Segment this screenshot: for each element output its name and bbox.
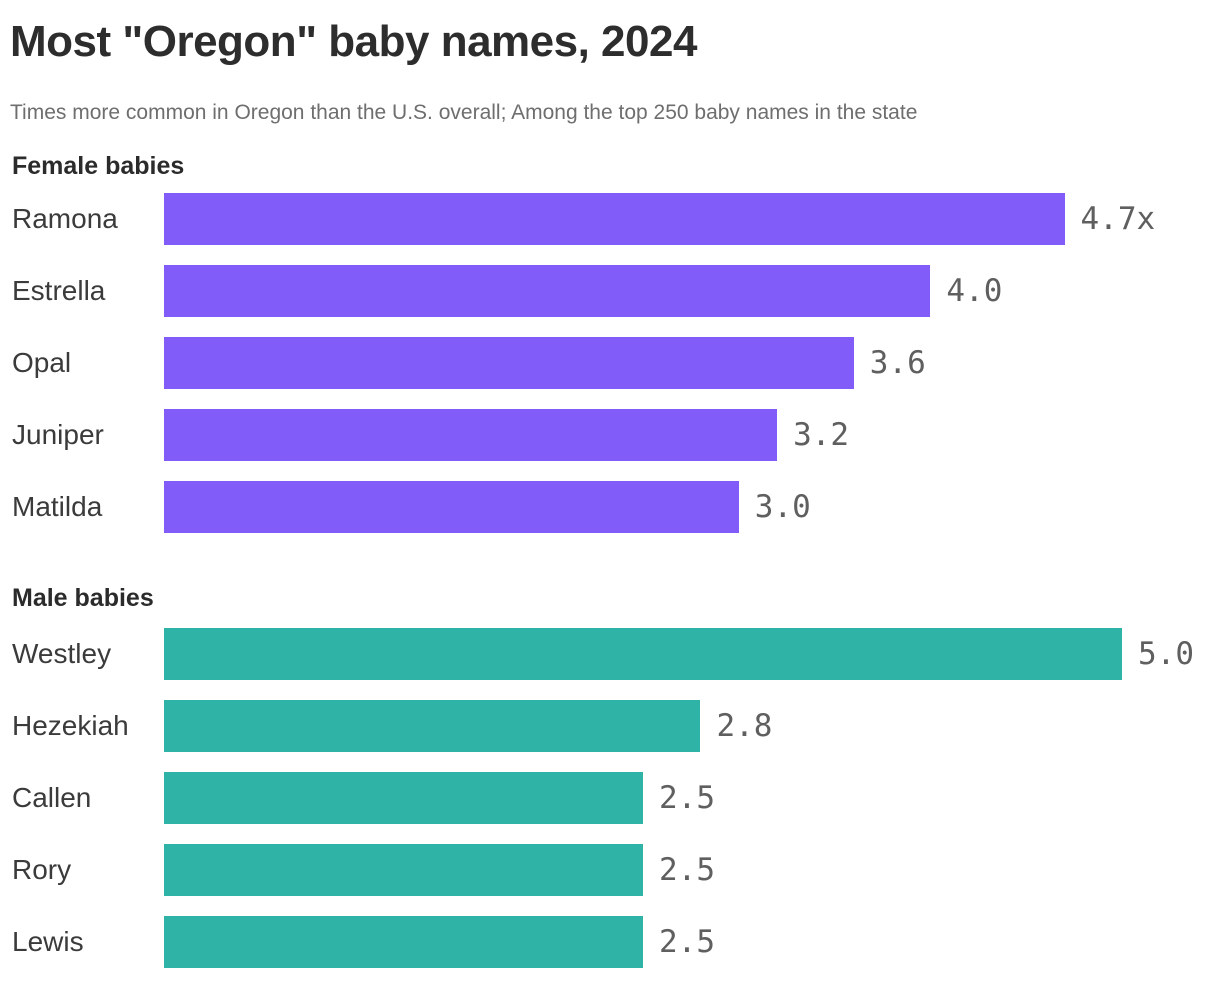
bar [164, 700, 701, 752]
bar-row: Opal 3.6 [10, 337, 1220, 389]
bar-name-label: Lewis [12, 926, 84, 957]
bar-row: Lewis 2.5 [10, 916, 1220, 968]
bar-value-label: 3.6 [869, 345, 926, 381]
bar-row: Rory 2.5 [10, 844, 1220, 896]
bar-value-label: 3.0 [754, 489, 811, 525]
bar-name-label: Rory [12, 854, 72, 885]
bar [164, 481, 739, 533]
bar [164, 409, 778, 461]
bar-track: 4.0 [164, 265, 1220, 317]
chart-section: Male babies Westley 5.0 Hezekiah 2.8 Cal… [10, 583, 1220, 968]
bar-track: 3.6 [164, 337, 1220, 389]
chart-subtitle: Times more common in Oregon than the U.S… [10, 101, 918, 124]
bar [164, 265, 931, 317]
bar-name-label: Estrella [12, 275, 106, 306]
bar-row: Westley 5.0 [10, 628, 1220, 680]
bar-track: 2.8 [164, 700, 1220, 752]
chart-container: Most "Oregon" baby names, 2024 Times mor… [0, 14, 1220, 968]
bar-row: Matilda 3.0 [10, 481, 1220, 533]
bar-row: Hezekiah 2.8 [10, 700, 1220, 752]
bar-name-label: Juniper [12, 419, 104, 450]
bar-name-label: Ramona [12, 203, 118, 234]
bar-name-label: Westley [12, 638, 112, 669]
section-label: Female babies [12, 152, 185, 180]
bar [164, 628, 1122, 680]
bar [164, 193, 1065, 245]
bar-row: Juniper 3.2 [10, 409, 1220, 461]
bar-value-label: 2.5 [659, 852, 715, 888]
bar-name-label: Matilda [12, 491, 103, 522]
bar [164, 337, 854, 389]
bar-name-label: Hezekiah [12, 710, 129, 741]
bar-track: 5.0 [164, 628, 1220, 680]
bar-row: Estrella 4.0 [10, 265, 1220, 317]
bar-rows: Ramona 4.7x Estrella 4.0 Opal 3.6 Junipe… [10, 193, 1220, 533]
bar [164, 844, 643, 896]
bar-track: 4.7x [164, 193, 1220, 245]
chart-sections: Female babies Ramona 4.7x Estrella 4.0 O… [10, 151, 1220, 968]
bar-rows: Westley 5.0 Hezekiah 2.8 Callen 2.5 Rory… [10, 628, 1220, 968]
section-label: Male babies [12, 584, 154, 612]
bar-track: 3.2 [164, 409, 1220, 461]
chart-title: Most "Oregon" baby names, 2024 [10, 17, 697, 66]
bar-value-label: 2.5 [659, 924, 715, 960]
bar-value-label: 5.0 [1138, 636, 1194, 672]
bar-value-label: 4.0 [946, 273, 1003, 309]
bar-name-label: Callen [12, 782, 92, 813]
bar-row: Callen 2.5 [10, 772, 1220, 824]
bar [164, 772, 643, 824]
bar-row: Ramona 4.7x [10, 193, 1220, 245]
bar-track: 3.0 [164, 481, 1220, 533]
bar-track: 2.5 [164, 916, 1220, 968]
bar [164, 916, 643, 968]
chart-section: Female babies Ramona 4.7x Estrella 4.0 O… [10, 151, 1220, 533]
bar-value-label: 3.2 [793, 417, 850, 453]
bar-value-label: 2.8 [716, 708, 773, 744]
bar-track: 2.5 [164, 772, 1220, 824]
bar-name-label: Opal [12, 347, 72, 378]
bar-value-label: 4.7x [1080, 201, 1156, 237]
bar-value-label: 2.5 [659, 780, 715, 816]
bar-track: 2.5 [164, 844, 1220, 896]
